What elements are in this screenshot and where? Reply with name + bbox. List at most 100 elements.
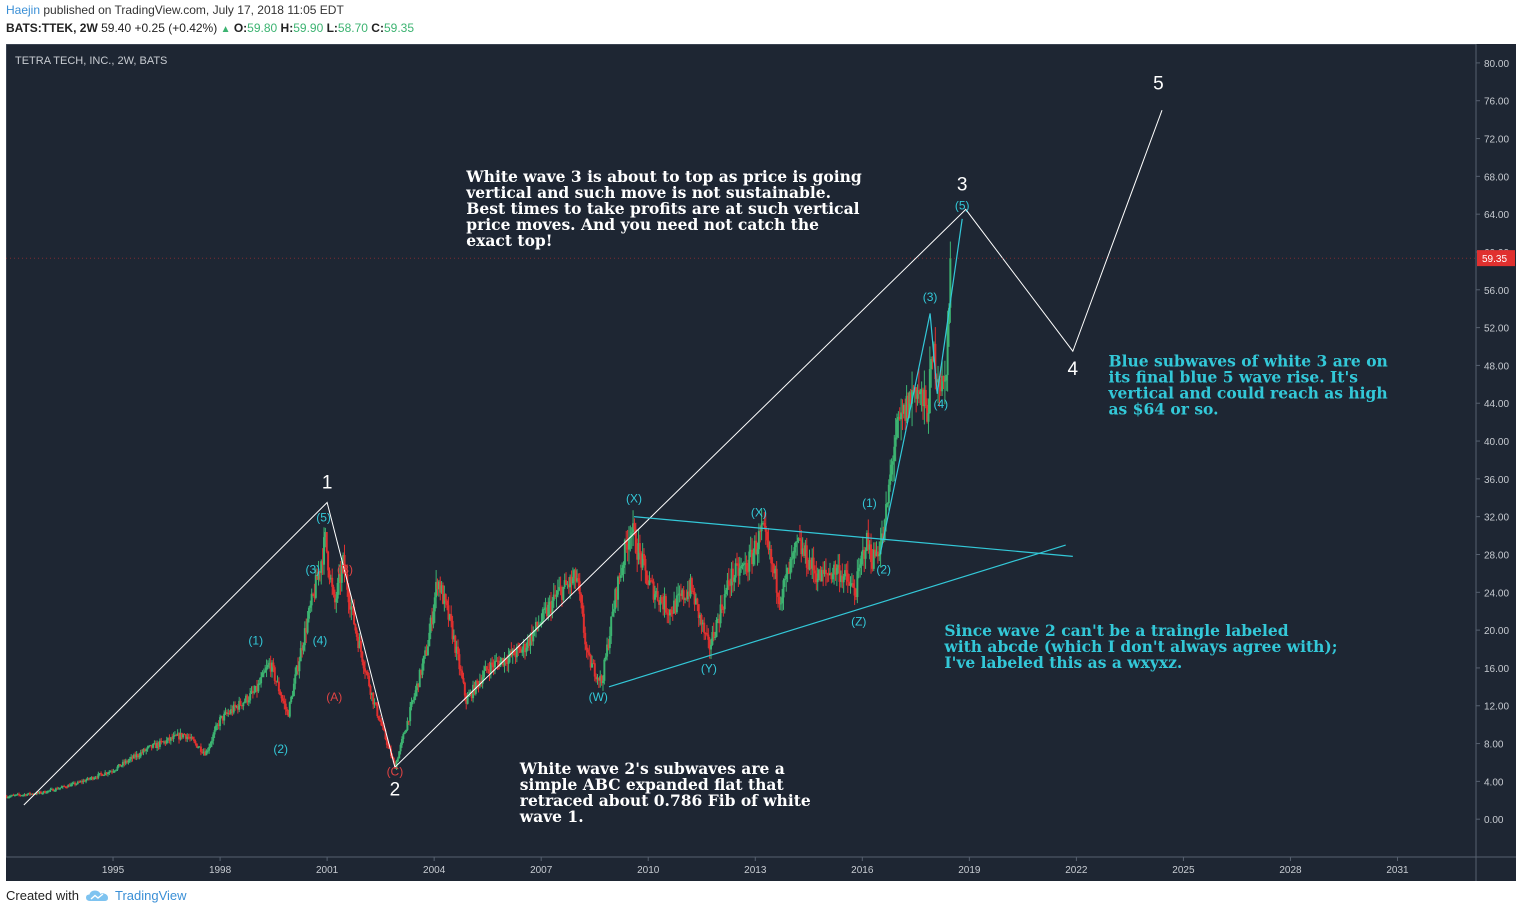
chart-container[interactable]: TETRA TECH, INC., 2W, BATS 0.00 4.00 8.00 12…	[5, 43, 1516, 881]
candle-body	[483, 670, 486, 678]
candle-body	[632, 523, 635, 533]
candle-body	[38, 791, 41, 794]
candle-body	[690, 578, 693, 591]
candle-body	[27, 792, 30, 795]
candle-body	[314, 575, 317, 598]
candle-body	[830, 573, 833, 580]
symbol-label: BATS:TTEK, 2W	[6, 21, 98, 35]
candle-body	[224, 712, 227, 714]
candle-body	[528, 639, 531, 646]
annotation-line: vertical and such move is not sustainabl…	[465, 183, 831, 202]
candle-body	[767, 540, 770, 550]
y-tick-label: 16.00	[1484, 664, 1509, 675]
candle-body	[113, 770, 116, 772]
created-with-text: Created with	[6, 888, 79, 903]
candle-body	[379, 719, 382, 722]
open-label: O:	[233, 21, 248, 35]
candle-body	[920, 389, 923, 392]
candle-body	[392, 758, 395, 763]
x-tick-label: 1998	[209, 865, 232, 876]
candle-body	[718, 618, 721, 624]
candle-body	[377, 716, 380, 720]
candle-body	[414, 690, 417, 697]
candle-body	[900, 412, 903, 420]
candle-body	[238, 700, 241, 710]
candle-body	[796, 541, 799, 543]
candle-body	[551, 600, 554, 614]
candle-body	[394, 762, 397, 769]
candle-body	[271, 662, 274, 672]
candle-body	[201, 751, 204, 753]
candle-body	[867, 532, 870, 550]
candle-body	[889, 474, 892, 485]
candle-body	[240, 705, 243, 707]
candle-body	[589, 654, 592, 668]
candle-body	[904, 404, 907, 421]
candle-body	[874, 549, 877, 557]
author-link[interactable]: Haejin	[6, 3, 41, 17]
candle-body	[245, 695, 248, 702]
candle-body	[193, 739, 196, 742]
candle-body	[325, 531, 328, 552]
candle-body	[697, 604, 700, 619]
candle-body	[338, 573, 341, 583]
candle-body	[402, 734, 405, 740]
candle-body	[902, 404, 905, 414]
candle-body	[854, 595, 857, 597]
candle-body	[856, 571, 859, 597]
candle-body	[943, 380, 946, 382]
candle-body	[803, 548, 806, 556]
white-wave-label: 2	[390, 780, 401, 801]
candle-body	[376, 704, 379, 717]
candle-body	[778, 596, 781, 604]
candle-body	[515, 647, 518, 658]
candle-body	[184, 734, 187, 739]
candle-body	[332, 586, 335, 595]
candle-body	[426, 646, 429, 656]
candle-body	[317, 571, 320, 580]
candle-body	[312, 593, 315, 595]
price-chart[interactable]: TETRA TECH, INC., 2W, BATS0.004.008.0012…	[5, 43, 1516, 881]
candle-body	[491, 662, 494, 666]
candle-body	[86, 777, 89, 781]
candle-body	[204, 751, 207, 756]
candle-body	[247, 700, 250, 703]
candle-body	[13, 795, 16, 797]
y-tick-label: 20.00	[1484, 626, 1509, 637]
candle-body	[298, 661, 301, 672]
candle-body	[809, 559, 812, 569]
candle-body	[284, 703, 287, 710]
last-price-tag	[1477, 250, 1515, 267]
upper-trendline	[633, 516, 1073, 557]
candle-body	[742, 563, 745, 565]
candle-body	[294, 674, 297, 684]
candle-body	[104, 772, 107, 776]
candle-body	[917, 389, 920, 395]
candle-body	[591, 663, 594, 668]
candle-body	[727, 580, 730, 586]
red-wave-label: (C)	[387, 765, 404, 779]
candle-body	[692, 590, 695, 592]
candle-body	[696, 598, 699, 605]
candle-body	[173, 734, 176, 736]
candle-body	[234, 704, 237, 707]
tradingview-link[interactable]: TradingView	[114, 888, 187, 903]
candle-body	[52, 788, 55, 792]
candle-body	[316, 575, 319, 580]
candle-body	[651, 580, 654, 582]
candle-body	[12, 794, 15, 796]
candle-body	[839, 575, 842, 582]
candle-body	[105, 772, 108, 774]
candle-body	[262, 672, 265, 674]
annotation-line: White wave 2's subwaves are a	[519, 759, 785, 778]
chart-title: TETRA TECH, INC., 2W, BATS	[15, 55, 167, 67]
blue-wave-label: (3)	[306, 562, 321, 576]
candle-body	[255, 685, 258, 692]
candle-body	[101, 774, 104, 776]
candle-body	[146, 746, 149, 750]
candle-body	[124, 760, 127, 764]
candle-body	[700, 614, 703, 625]
candle-body	[588, 652, 591, 655]
candle-body	[450, 614, 453, 621]
candle-body	[585, 644, 588, 650]
